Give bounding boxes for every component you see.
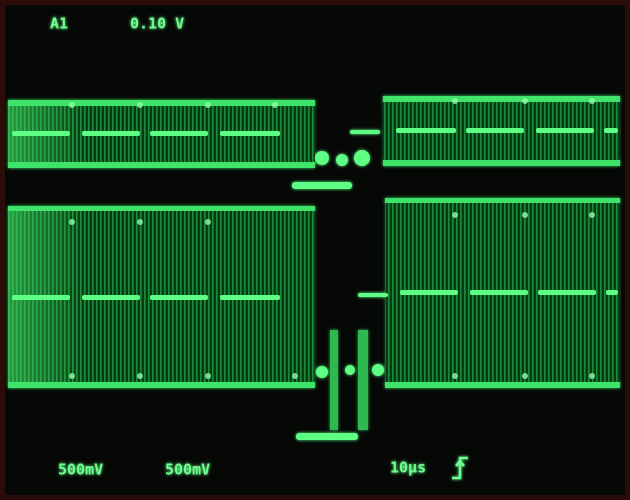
graticule: [69, 98, 595, 379]
timebase: 10µs: [390, 459, 426, 477]
channel-label: A1: [50, 15, 68, 33]
channel-1-trace: [8, 96, 620, 189]
trigger-edge-icon: [452, 456, 468, 480]
ch2-scale: 500mV: [165, 461, 210, 479]
trigger-level: 0.10 V: [130, 15, 184, 33]
ch1-scale: 500mV: [58, 461, 103, 479]
channel-2-trace: [8, 198, 620, 440]
